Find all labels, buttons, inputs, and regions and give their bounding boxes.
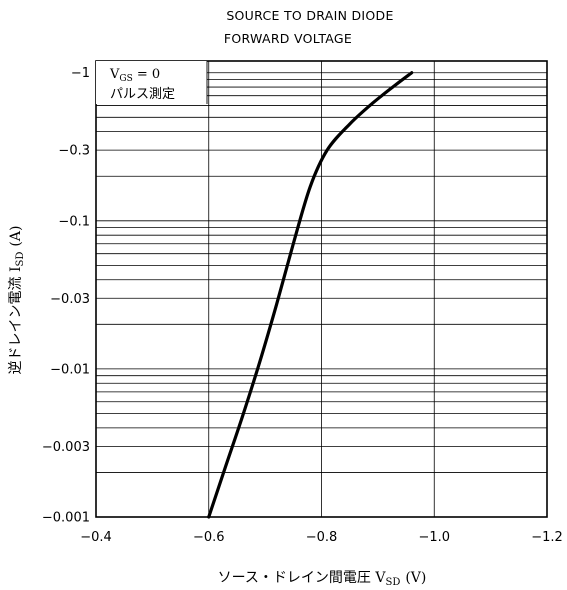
condition-box: VGS = 0 パルス測定: [96, 61, 208, 104]
condition-vgs: VGS = 0: [109, 67, 160, 84]
x-tick-label: −0.6: [193, 530, 225, 545]
y-tick-label: −0.03: [50, 292, 90, 307]
y-tick-label: −0.1: [58, 214, 90, 229]
y-tick-label: −1: [71, 66, 90, 81]
x-tick-label: −1.0: [418, 530, 450, 545]
grid-lines: [96, 61, 547, 517]
y-tick-labels: −0.001 −0.003 −0.01 −0.03 −0.1 −0.3 −1: [42, 66, 90, 525]
series-line: [207, 71, 414, 519]
x-tick-label: −0.8: [306, 530, 338, 545]
chart-title-line-1: SOURCE TO DRAIN DIODE: [226, 8, 393, 23]
x-tick-label: −0.4: [80, 530, 112, 545]
y-tick-label: −0.001: [42, 511, 90, 526]
series-layer: [207, 71, 414, 519]
x-axis-label: ソース・ドレイン間電圧 VSD (V): [218, 570, 427, 588]
chart-title: SOURCE TO DRAIN DIODE FORWARD VOLTAGE: [224, 8, 393, 46]
y-tick-label: −0.01: [50, 362, 90, 377]
y-axis-label: 逆ドレイン電流 ISD(A): [8, 226, 26, 375]
y-tick-label: −0.3: [58, 144, 90, 159]
plot-frame: [95, 60, 548, 518]
y-tick-label: −0.003: [42, 440, 90, 455]
condition-pulse: パルス測定: [110, 87, 175, 102]
chart-title-line-2: FORWARD VOLTAGE: [224, 31, 352, 46]
x-tick-labels: −0.4 −0.6 −0.8 −1.0 −1.2: [80, 530, 563, 545]
x-tick-label: −1.2: [531, 530, 563, 545]
